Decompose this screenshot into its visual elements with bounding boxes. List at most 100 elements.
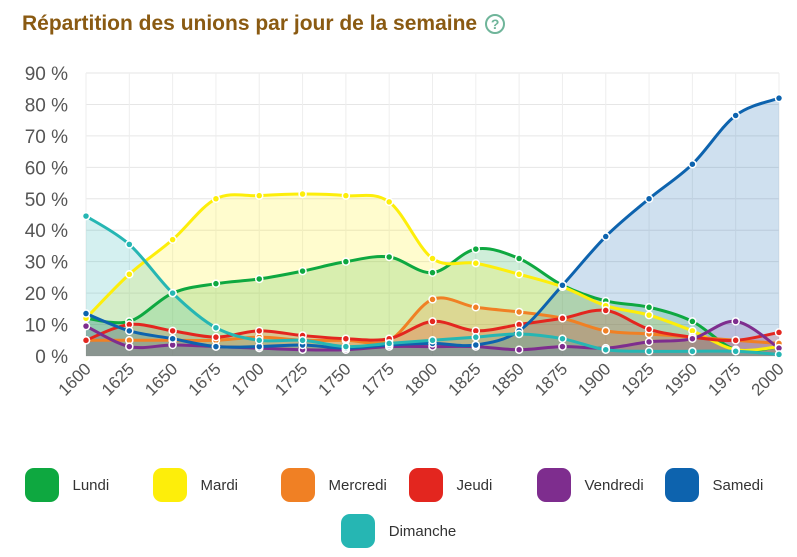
point-mercredi[interactable]: [471, 303, 481, 312]
point-mercredi[interactable]: [601, 326, 610, 336]
point-jeudi[interactable]: [168, 326, 177, 336]
point-lundi[interactable]: [255, 274, 264, 284]
legend-label: Mercredi: [328, 476, 387, 494]
point-mardi[interactable]: [211, 194, 221, 204]
point-dimanche[interactable]: [774, 350, 784, 359]
point-jeudi[interactable]: [211, 332, 221, 342]
point-dimanche[interactable]: [688, 347, 697, 356]
point-vendredi[interactable]: [731, 317, 740, 326]
point-lundi[interactable]: [514, 254, 524, 263]
point-jeudi[interactable]: [428, 317, 437, 326]
legend-item-dimanche[interactable]: Dimanche: [340, 508, 456, 554]
point-dimanche[interactable]: [384, 339, 394, 348]
point-vendredi[interactable]: [81, 321, 91, 331]
point-vendredi[interactable]: [514, 345, 524, 354]
point-mardi[interactable]: [644, 310, 654, 320]
x-tick-label: 1725: [271, 359, 311, 399]
point-dimanche[interactable]: [644, 347, 654, 356]
point-lundi[interactable]: [211, 279, 221, 288]
y-tick-label: 0 %: [35, 347, 68, 368]
point-samedi[interactable]: [558, 281, 567, 290]
point-mardi[interactable]: [168, 235, 177, 244]
point-dimanche[interactable]: [211, 323, 221, 332]
point-samedi[interactable]: [731, 111, 740, 120]
legend-item-lundi[interactable]: Lundi: [24, 462, 133, 508]
point-jeudi[interactable]: [81, 336, 91, 345]
point-dimanche[interactable]: [125, 240, 134, 249]
point-mercredi[interactable]: [514, 307, 524, 317]
point-dimanche[interactable]: [601, 345, 610, 354]
point-dimanche[interactable]: [81, 211, 91, 221]
point-lundi[interactable]: [471, 244, 481, 254]
legend-swatch: [536, 468, 571, 502]
chart-title: Répartition des unions par jour de la se…: [22, 12, 506, 36]
point-lundi[interactable]: [298, 266, 307, 276]
point-dimanche[interactable]: [471, 332, 481, 342]
point-dimanche[interactable]: [428, 336, 437, 345]
point-jeudi[interactable]: [774, 328, 784, 337]
point-mardi[interactable]: [514, 269, 524, 279]
point-mardi[interactable]: [255, 191, 264, 200]
point-vendredi[interactable]: [644, 337, 654, 347]
legend-item-mercredi[interactable]: Mercredi: [280, 462, 389, 508]
point-dimanche[interactable]: [558, 334, 567, 343]
point-dimanche[interactable]: [168, 288, 177, 298]
x-tick-label: 1925: [618, 359, 658, 399]
y-tick-label: 80 %: [25, 95, 68, 116]
legend-item-vendredi[interactable]: Vendredi: [536, 462, 645, 508]
point-samedi[interactable]: [774, 93, 784, 103]
point-samedi[interactable]: [81, 309, 91, 318]
point-jeudi[interactable]: [644, 325, 654, 334]
point-dimanche[interactable]: [298, 336, 307, 345]
legend-item-mardi[interactable]: Mardi: [152, 462, 261, 508]
chart-title-text: Répartition des unions par jour de la se…: [22, 12, 478, 35]
point-dimanche[interactable]: [514, 329, 524, 339]
legend-item-samedi[interactable]: Samedi: [664, 462, 773, 508]
point-vendredi[interactable]: [558, 342, 567, 351]
point-mardi[interactable]: [341, 191, 351, 200]
point-dimanche[interactable]: [731, 347, 740, 356]
point-lundi[interactable]: [688, 317, 697, 326]
point-jeudi[interactable]: [601, 306, 610, 315]
point-jeudi[interactable]: [255, 326, 264, 336]
point-mardi[interactable]: [125, 269, 134, 279]
point-samedi[interactable]: [601, 232, 610, 241]
y-tick-label: 40 %: [25, 221, 68, 242]
point-lundi[interactable]: [644, 303, 654, 312]
x-tick-label: 1775: [358, 359, 398, 399]
point-lundi[interactable]: [341, 257, 351, 266]
point-samedi[interactable]: [688, 159, 697, 169]
y-tick-label: 60 %: [25, 158, 68, 179]
point-mercredi[interactable]: [428, 295, 437, 304]
legend-label: Lundi: [72, 476, 110, 494]
legend-item-jeudi[interactable]: Jeudi: [408, 462, 517, 508]
point-lundi[interactable]: [428, 268, 437, 277]
point-mardi[interactable]: [471, 258, 481, 268]
point-jeudi[interactable]: [558, 314, 567, 323]
point-dimanche[interactable]: [255, 336, 264, 345]
point-jeudi[interactable]: [731, 336, 740, 345]
point-jeudi[interactable]: [341, 334, 351, 343]
point-mardi[interactable]: [298, 189, 307, 199]
legend-swatch: [408, 468, 443, 502]
x-tick-label: 1650: [141, 359, 181, 399]
y-axis-ticks: 0 % 10 % 20 % 30 % 40 % 50 % 60 % 70 % 80 % 90 %: [25, 64, 68, 368]
x-tick-label: 1700: [228, 359, 268, 399]
legend-label: Mardi: [200, 476, 239, 494]
point-samedi[interactable]: [471, 340, 481, 350]
point-mardi[interactable]: [428, 254, 437, 263]
point-dimanche[interactable]: [341, 342, 351, 351]
point-samedi[interactable]: [211, 342, 221, 351]
y-tick-label: 70 %: [25, 127, 68, 148]
x-tick-label: 1800: [401, 359, 441, 399]
point-vendredi[interactable]: [125, 342, 134, 351]
point-lundi[interactable]: [384, 252, 394, 262]
point-mardi[interactable]: [384, 197, 394, 207]
help-icon[interactable]: ?: [485, 14, 506, 34]
x-tick-label: 1825: [444, 359, 484, 399]
x-tick-label: 1750: [315, 359, 355, 399]
point-samedi[interactable]: [644, 194, 654, 204]
point-samedi[interactable]: [168, 334, 177, 343]
point-samedi[interactable]: [125, 326, 134, 336]
point-vendredi[interactable]: [688, 334, 697, 343]
